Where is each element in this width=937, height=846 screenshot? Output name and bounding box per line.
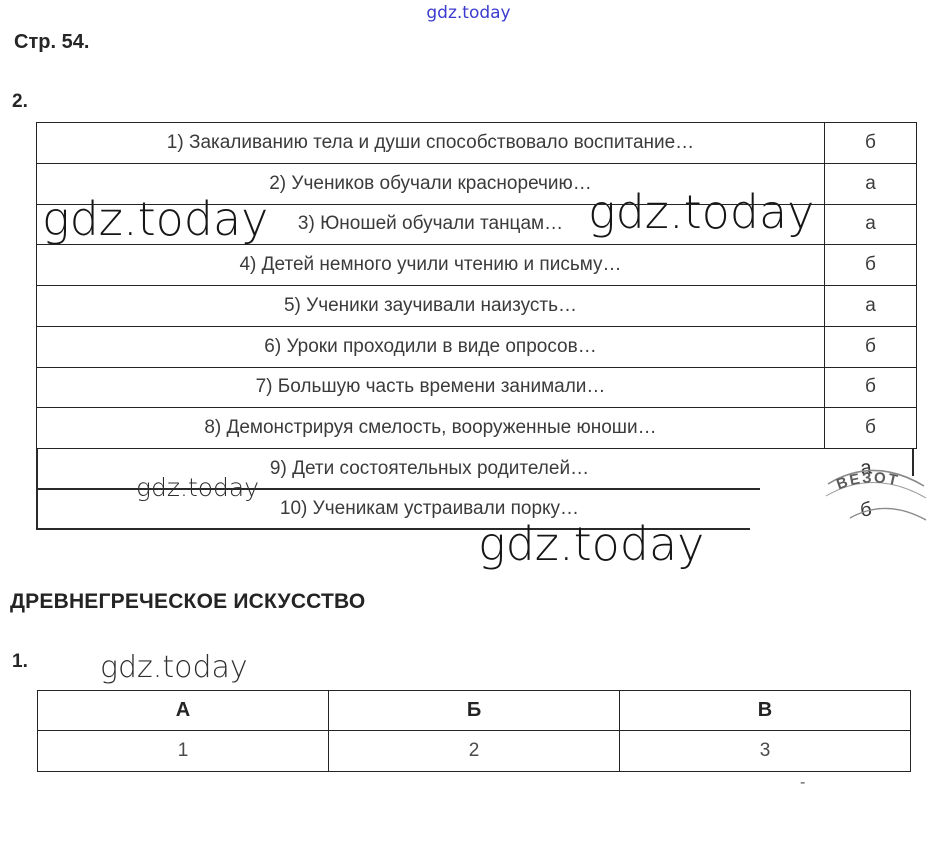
answer-cell: а bbox=[824, 285, 917, 327]
watermark-big-bottom: gdz.today bbox=[478, 517, 705, 571]
stamp-text: ВЕЗОТ bbox=[834, 469, 899, 493]
question-cell: 5) Ученики заучивали наизусть… bbox=[36, 285, 825, 327]
table-bottom-line bbox=[36, 528, 750, 530]
question-cell: 3) Юношей обучали танцам… bbox=[36, 203, 825, 246]
quiz-table: 1) Закаливанию тела и души способствовал… bbox=[36, 122, 917, 449]
question-cell: 4) Детей немного учили чтению и письму… bbox=[36, 244, 825, 286]
question-row-9: 9) Дети состоятельных родителей… bbox=[269, 458, 590, 479]
task-2-label: 2. bbox=[12, 91, 28, 112]
watermark-small: gdz.today bbox=[136, 473, 260, 502]
table-row: 6) Уроки проходили в виде опросов… б bbox=[36, 325, 917, 368]
table-row: 3) Юношей обучали танцам… а bbox=[36, 203, 917, 246]
answer-cell: б bbox=[824, 407, 917, 449]
table-header-row: А Б В bbox=[37, 690, 911, 731]
question-cell: 8) Демонстрируя смелость, вооруженные юн… bbox=[36, 407, 825, 449]
page-dash-mark: - bbox=[800, 774, 806, 791]
answer-cell: а bbox=[824, 162, 917, 205]
answer-cell: б bbox=[824, 366, 917, 409]
answer-cell: б bbox=[824, 122, 917, 164]
match-table: А Б В 1 2 3 bbox=[37, 690, 911, 772]
question-row-10: 10) Ученикам устраивали порку… bbox=[279, 498, 580, 519]
stamp-icon: ВЕЗОТ bbox=[825, 469, 927, 521]
table-right-border-stub bbox=[912, 449, 914, 476]
answer-cell: б bbox=[824, 244, 917, 286]
answer-cell: б bbox=[824, 325, 917, 368]
question-cell: 6) Уроки проходили в виде опросов… bbox=[36, 325, 825, 368]
section-heading: ДРЕВНЕГРЕЧЕСКОЕ ИСКУССТВО bbox=[10, 590, 366, 613]
question-cell: 2) Учеников обучали красноречию… bbox=[36, 162, 825, 205]
table-row: 4) Детей немного учили чтению и письму… … bbox=[36, 244, 917, 286]
header-cell-a: А bbox=[37, 690, 329, 731]
watermark-top: gdz.today bbox=[426, 3, 511, 23]
value-cell-1: 1 bbox=[37, 730, 329, 772]
table-row: 1) Закаливанию тела и души способствовал… bbox=[36, 122, 917, 164]
table-row: 7) Большую часть времени занимали… б bbox=[36, 366, 917, 409]
row-divider-line bbox=[36, 488, 760, 490]
table-row: 2) Учеников обучали красноречию… а bbox=[36, 162, 917, 205]
value-cell-3: 3 bbox=[619, 730, 911, 772]
watermark-medium: gdz.today bbox=[100, 650, 248, 685]
table-row: 8) Демонстрируя смелость, вооруженные юн… bbox=[36, 407, 917, 449]
header-cell-v: В bbox=[619, 690, 911, 731]
value-cell-2: 2 bbox=[328, 730, 620, 772]
page-title: Стр. 54. bbox=[14, 31, 90, 53]
table-row: 5) Ученики заучивали наизусть… а bbox=[36, 285, 917, 327]
answer-cell: а bbox=[824, 203, 917, 246]
task-1-label: 1. bbox=[12, 651, 28, 672]
table-value-row: 1 2 3 bbox=[37, 730, 911, 772]
svg-text:ВЕЗОТ: ВЕЗОТ bbox=[834, 469, 901, 493]
question-cell: 1) Закаливанию тела и души способствовал… bbox=[36, 122, 825, 164]
header-cell-b: Б bbox=[328, 690, 620, 731]
question-cell: 7) Большую часть времени занимали… bbox=[36, 366, 825, 409]
